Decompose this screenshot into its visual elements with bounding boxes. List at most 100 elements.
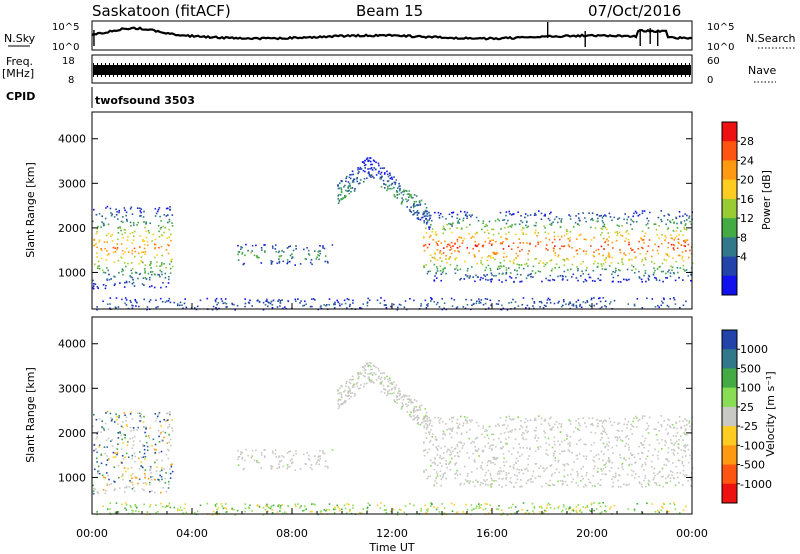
power-cell <box>348 305 351 308</box>
power-cell <box>271 304 274 306</box>
power-cell <box>400 304 402 306</box>
velocity-cell <box>656 473 659 475</box>
velocity-cell <box>674 484 677 487</box>
velocity-cell <box>266 503 268 506</box>
power-cell <box>562 245 565 248</box>
power-cell <box>460 228 463 231</box>
power-cell <box>263 244 265 246</box>
velocity-cell <box>478 505 481 507</box>
power-cell <box>130 224 132 227</box>
velocity-cell <box>518 428 521 430</box>
velocity-cell <box>658 511 660 514</box>
power-cell <box>461 227 463 230</box>
velocity-cell <box>619 474 621 477</box>
power-cell <box>98 265 100 267</box>
power-cell <box>585 269 587 272</box>
power-cell <box>508 245 510 247</box>
velocity-cell <box>366 382 368 385</box>
power-cell <box>159 275 161 278</box>
power-cell <box>455 257 458 259</box>
power-cell <box>590 298 593 301</box>
velocity-cell <box>666 424 669 426</box>
freq-jitter-tick <box>289 63 290 77</box>
velocity-cell <box>454 462 457 465</box>
velocity-cell <box>159 420 161 423</box>
freq-left-unit: [MHz] <box>2 67 34 80</box>
power-cell <box>458 236 460 239</box>
velocity-cell <box>582 455 585 457</box>
velocity-cell <box>442 475 445 477</box>
power-cell <box>402 193 405 196</box>
velocity-cell <box>489 504 492 507</box>
velocity-cell <box>334 508 336 511</box>
velocity-cell <box>391 383 393 385</box>
power-cell <box>402 199 404 201</box>
velocity-cell <box>417 409 420 411</box>
freq-jitter-tick <box>645 63 646 77</box>
velocity-cell <box>469 480 471 482</box>
velocity-cell <box>340 396 343 399</box>
velocity-cell <box>423 455 426 457</box>
freq-jitter-tick <box>661 63 662 77</box>
freq-jitter-tick <box>241 63 242 77</box>
power-cell <box>486 225 488 227</box>
power-cell <box>406 206 408 208</box>
power-cell <box>594 260 596 263</box>
power-cell <box>673 244 676 247</box>
power-cell <box>452 245 454 247</box>
power-cell <box>626 279 628 282</box>
velocity-cell <box>603 428 606 431</box>
power-cell <box>644 258 647 261</box>
power-cell <box>133 247 136 250</box>
velocity-cell <box>678 416 681 418</box>
power-cell <box>584 217 586 219</box>
velocity-cell <box>505 484 507 487</box>
power-cell <box>264 244 266 246</box>
power-cell <box>604 300 607 302</box>
velocity-cell <box>194 512 196 514</box>
velocity-cell <box>465 431 468 433</box>
velocity-cell <box>604 431 607 434</box>
power-cell <box>116 211 118 213</box>
power-cell <box>479 279 482 281</box>
velocity-cell <box>587 478 590 481</box>
power-cell <box>179 301 182 304</box>
power-cell <box>669 275 672 278</box>
power-cell <box>383 187 386 189</box>
velocity-cell <box>431 433 434 435</box>
velocity-cell <box>590 431 592 434</box>
velocity-cell <box>579 424 581 427</box>
power-cell <box>571 263 574 266</box>
power-cell <box>641 239 644 241</box>
power-cell <box>122 237 124 239</box>
velocity-cell <box>410 411 412 414</box>
power-cell <box>274 248 277 250</box>
velocity-cell <box>628 483 630 486</box>
power-cell <box>622 263 624 265</box>
velocity-cell <box>171 419 174 421</box>
power-cell <box>487 279 489 281</box>
power-cell <box>337 195 339 197</box>
power-cell <box>319 245 321 247</box>
power-cell <box>282 307 284 310</box>
velocity-cell <box>688 420 691 423</box>
power-cell <box>576 253 579 255</box>
velocity-cell <box>553 484 556 486</box>
velocity-cell <box>314 504 316 506</box>
power-cell <box>480 299 483 301</box>
power-cell <box>116 248 118 251</box>
velocity-cell <box>486 479 488 481</box>
power-cell <box>386 170 388 173</box>
velocity-cell <box>494 425 497 427</box>
velocity-cell <box>472 481 474 483</box>
power-cell <box>616 224 619 227</box>
power-cell <box>342 197 344 199</box>
velocity-y-tick-label: 3000 <box>58 382 86 395</box>
velocity-cell <box>359 387 361 390</box>
velocity-cell <box>155 449 157 451</box>
velocity-cell <box>643 415 646 417</box>
power-cell <box>357 182 360 185</box>
velocity-cell <box>562 450 565 453</box>
power-cell <box>367 159 369 162</box>
power-cell <box>315 258 318 260</box>
